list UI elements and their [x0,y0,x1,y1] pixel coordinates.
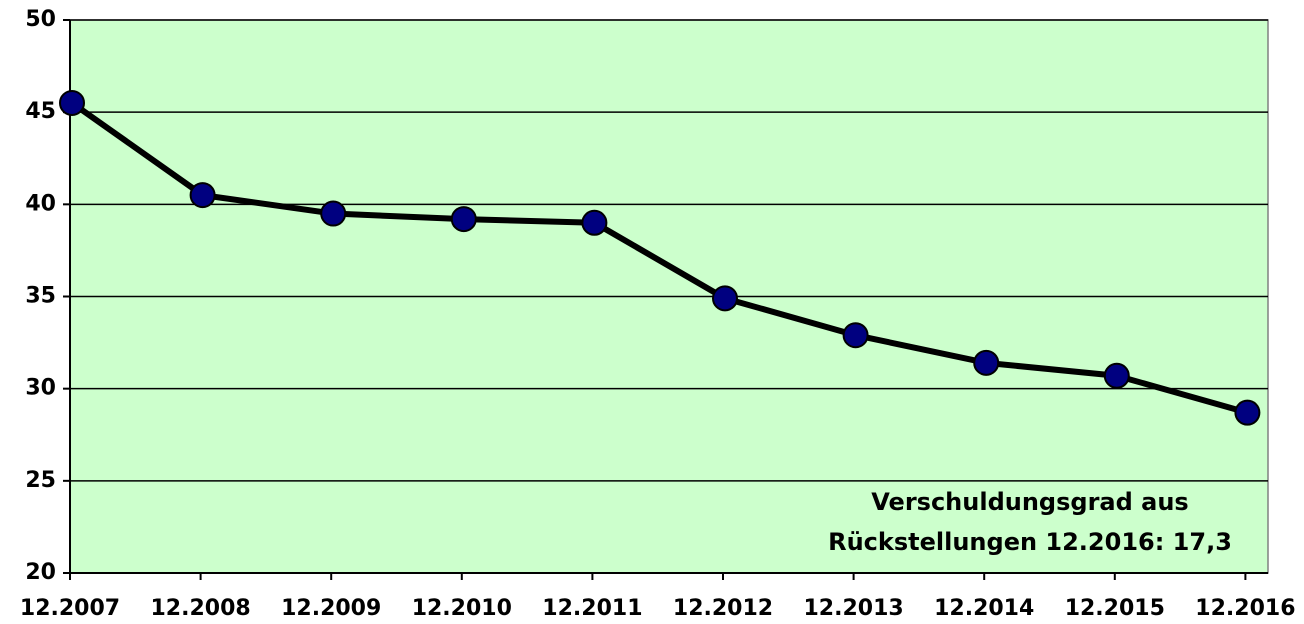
marker [320,200,347,227]
marker [1103,362,1130,389]
x-tick-label: 12.2014 [934,596,1034,621]
marker [450,206,477,233]
marker [712,285,738,312]
x-tick-label: 12.2015 [1065,596,1165,621]
line [70,100,1249,416]
marker [59,89,85,116]
x-tick-label: 12.2007 [20,596,120,621]
x-tick-label: 12.2011 [542,596,642,621]
marker [581,209,608,236]
x-tick-label: 12.2008 [150,596,250,621]
marker [1234,399,1261,426]
x-tick-label: 12.2012 [673,596,773,621]
marker [189,182,216,209]
x-tick-label: 12.2013 [803,596,903,621]
y-tick-label: 30 [25,376,56,401]
y-tick-label: 40 [25,191,56,216]
y-tick-label: 45 [25,99,56,124]
annotation: Verschuldungsgrad aus [871,488,1188,516]
annotation: Rückstellungen 12.2016: 17,3 [828,528,1232,556]
marker [842,322,869,349]
x-tick-label: 12.2009 [281,596,381,621]
y-tick-label: 25 [25,468,56,493]
x-tick-label: 12.2016 [1195,596,1295,621]
y-tick-label: 35 [25,284,56,309]
y-tick-label: 20 [25,560,56,585]
x-tick-label: 12.2010 [412,596,512,621]
y-tick-label: 50 [25,7,56,32]
marker [973,349,1000,376]
